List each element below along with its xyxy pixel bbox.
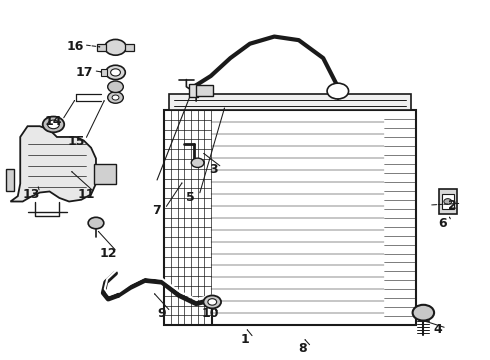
Text: 10: 10 xyxy=(202,307,220,320)
Circle shape xyxy=(106,65,125,80)
Text: 11: 11 xyxy=(77,188,95,201)
Text: 15: 15 xyxy=(68,135,85,148)
Text: 4: 4 xyxy=(434,323,442,336)
Circle shape xyxy=(88,217,104,229)
Text: 17: 17 xyxy=(76,66,94,79)
Bar xyxy=(5,169,14,191)
Bar xyxy=(196,85,213,96)
Text: 12: 12 xyxy=(99,247,117,260)
Text: 6: 6 xyxy=(439,216,447,230)
Text: 2: 2 xyxy=(448,199,457,212)
Text: 9: 9 xyxy=(158,307,166,320)
Circle shape xyxy=(108,92,123,103)
Circle shape xyxy=(48,120,59,129)
Bar xyxy=(164,110,416,325)
Text: 14: 14 xyxy=(45,116,62,129)
Bar xyxy=(94,164,116,184)
Circle shape xyxy=(112,95,119,100)
Circle shape xyxy=(191,158,204,167)
Text: 5: 5 xyxy=(186,191,195,204)
Bar xyxy=(442,194,454,209)
Circle shape xyxy=(203,296,221,309)
Bar xyxy=(125,44,134,51)
Bar xyxy=(101,69,107,76)
Text: 13: 13 xyxy=(23,188,40,201)
Bar xyxy=(97,44,106,51)
Circle shape xyxy=(413,305,434,320)
Text: 7: 7 xyxy=(152,204,160,217)
Circle shape xyxy=(108,81,123,93)
Circle shape xyxy=(111,69,121,76)
Circle shape xyxy=(43,117,64,132)
Circle shape xyxy=(444,199,452,204)
Polygon shape xyxy=(10,126,96,202)
Text: 3: 3 xyxy=(209,163,218,176)
Circle shape xyxy=(105,40,126,55)
Bar xyxy=(439,189,457,214)
Circle shape xyxy=(208,299,217,305)
Bar xyxy=(189,84,197,97)
Text: 1: 1 xyxy=(241,333,249,346)
Text: 8: 8 xyxy=(298,342,307,355)
Bar xyxy=(169,94,411,110)
Text: 16: 16 xyxy=(66,40,84,53)
Circle shape xyxy=(327,83,348,99)
